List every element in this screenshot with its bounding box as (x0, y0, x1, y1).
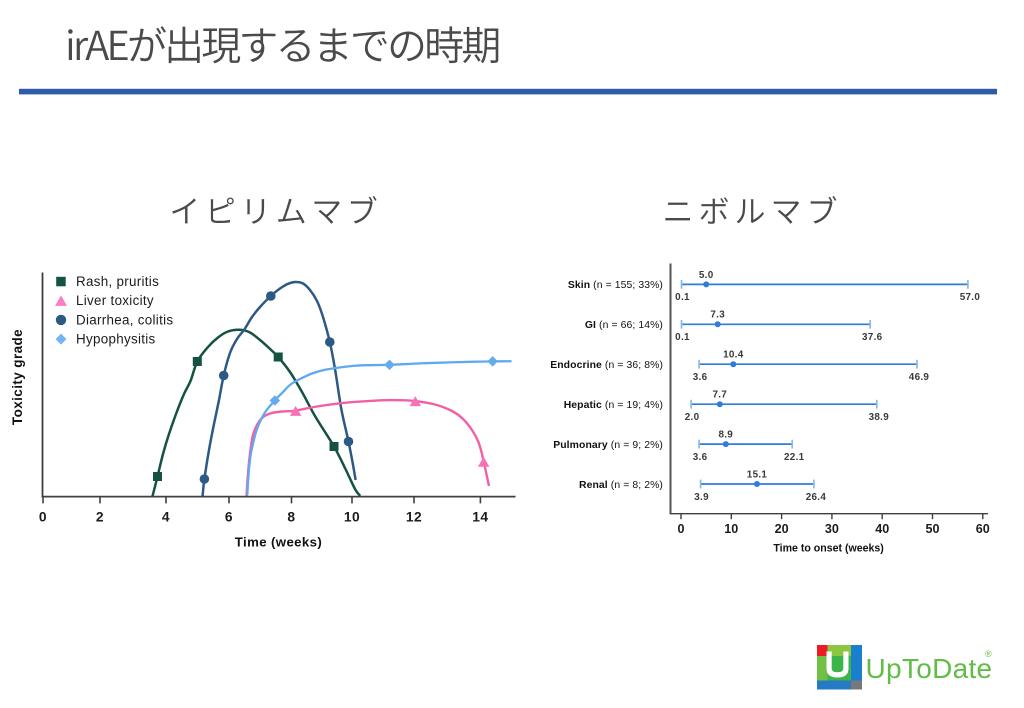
svg-text:6: 6 (225, 510, 233, 525)
svg-text:4: 4 (162, 510, 170, 525)
svg-text:7.3: 7.3 (710, 310, 725, 321)
svg-text:57.0: 57.0 (960, 292, 981, 303)
svg-text:3.9: 3.9 (694, 492, 709, 503)
svg-text:40: 40 (875, 522, 889, 536)
svg-text:Time (weeks): Time (weeks) (235, 535, 322, 550)
svg-text:10.4: 10.4 (723, 350, 744, 361)
svg-text:Rash, pruritis: Rash, pruritis (76, 274, 159, 289)
svg-text:10: 10 (344, 510, 360, 525)
svg-text:Endocrine (n = 36; 8%): Endocrine (n = 36; 8%) (550, 360, 663, 371)
svg-text:0: 0 (39, 510, 47, 525)
svg-text:30: 30 (825, 522, 839, 536)
svg-text:14: 14 (472, 510, 488, 525)
svg-text:Diarrhea, colitis: Diarrhea, colitis (76, 312, 173, 327)
svg-text:20: 20 (775, 522, 789, 536)
svg-text:Toxicity grade: Toxicity grade (10, 329, 25, 425)
svg-text:37.6: 37.6 (862, 332, 883, 343)
svg-text:60: 60 (976, 522, 990, 536)
svg-text:26.4: 26.4 (806, 492, 827, 503)
svg-text:2: 2 (96, 510, 104, 525)
svg-text:®: ® (985, 649, 992, 659)
svg-text:38.9: 38.9 (869, 412, 890, 423)
svg-text:2.0: 2.0 (685, 412, 700, 423)
svg-text:Hypophysitis: Hypophysitis (76, 332, 156, 347)
svg-text:12: 12 (406, 510, 422, 525)
svg-text:15.1: 15.1 (747, 469, 768, 480)
svg-text:50: 50 (925, 522, 939, 536)
svg-text:3.6: 3.6 (693, 452, 708, 463)
svg-text:7.7: 7.7 (712, 390, 727, 401)
svg-text:Liver toxicity: Liver toxicity (76, 293, 154, 308)
svg-text:46.9: 46.9 (909, 372, 930, 383)
svg-text:Time to onset (weeks): Time to onset (weeks) (773, 543, 883, 555)
svg-text:0.1: 0.1 (675, 332, 690, 343)
svg-text:22.1: 22.1 (784, 452, 805, 463)
svg-text:Hepatic (n = 19; 4%): Hepatic (n = 19; 4%) (564, 400, 663, 411)
svg-text:GI (n = 66; 14%): GI (n = 66; 14%) (585, 320, 663, 331)
svg-text:0: 0 (677, 522, 684, 536)
svg-text:0.1: 0.1 (675, 292, 690, 303)
svg-text:Renal (n = 8; 2%): Renal (n = 8; 2%) (579, 480, 663, 491)
svg-text:3.6: 3.6 (693, 372, 708, 383)
svg-text:Skin (n = 155; 33%): Skin (n = 155; 33%) (568, 280, 663, 291)
svg-text:8.9: 8.9 (718, 430, 733, 441)
svg-text:8: 8 (287, 510, 295, 525)
svg-text:10: 10 (724, 522, 738, 536)
svg-text:5.0: 5.0 (699, 270, 714, 281)
svg-text:UpToDate: UpToDate (866, 653, 993, 684)
svg-text:Pulmonary (n = 9; 2%): Pulmonary (n = 9; 2%) (553, 440, 663, 451)
